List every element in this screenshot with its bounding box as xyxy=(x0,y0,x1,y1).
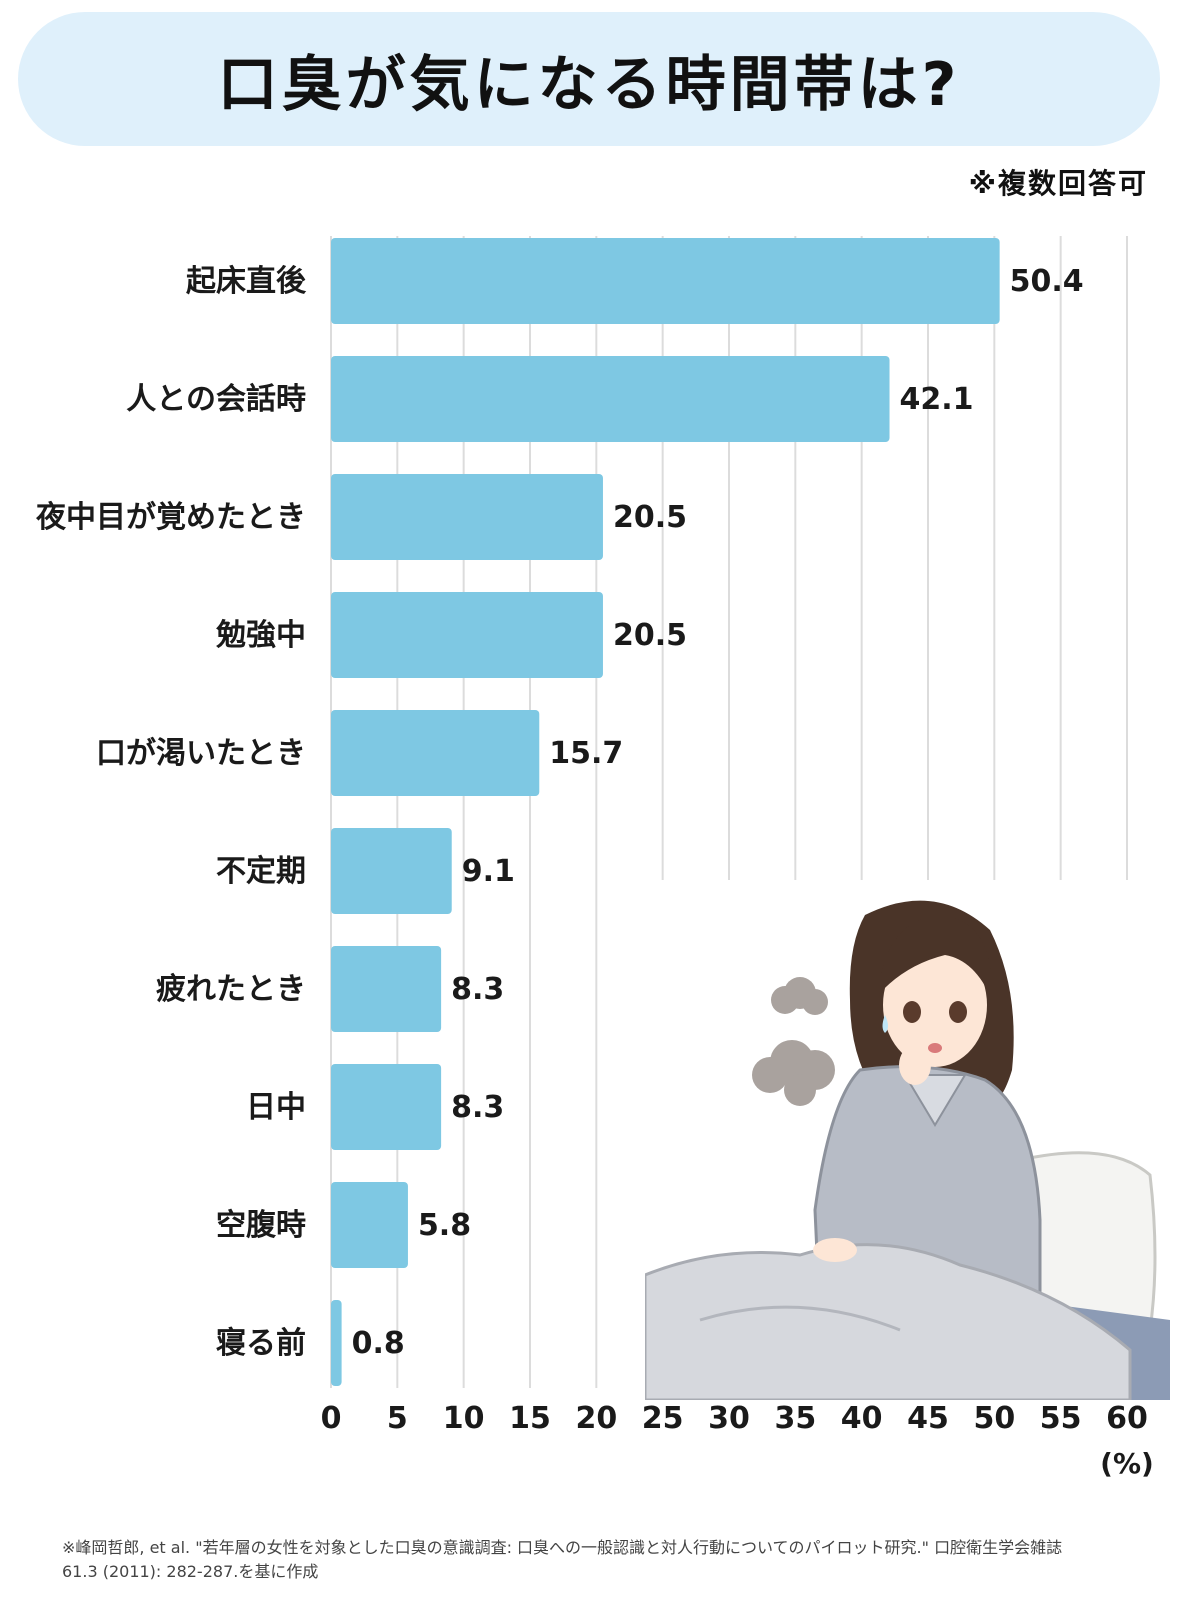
x-axis-unit-label: (%) xyxy=(1100,1447,1154,1480)
x-axis: 0 5 10 15 20 25 30 35 40 45 50 55 60 (%) xyxy=(321,1401,1154,1480)
category-label: 疲れたとき xyxy=(156,972,306,1007)
x-tick-label: 40 xyxy=(841,1401,883,1436)
value-label: 15.7 xyxy=(549,736,623,771)
value-label: 8.3 xyxy=(451,972,504,1007)
value-label: 20.5 xyxy=(613,500,687,535)
x-tick-label: 10 xyxy=(443,1401,485,1436)
x-tick-label: 0 xyxy=(321,1401,342,1436)
multiple-answers-note: ※複数回答可 xyxy=(968,167,1148,200)
x-tick-label: 55 xyxy=(1040,1401,1082,1436)
value-label: 9.1 xyxy=(462,854,515,889)
value-label: 5.8 xyxy=(418,1208,471,1243)
bar xyxy=(331,356,890,442)
bars: 起床直後 50.4 人との会話時 42.1 夜中目が覚めたとき 20.5 勉強中 20.5 口が… xyxy=(35,238,1084,1386)
woman-in-bed-illustration xyxy=(645,880,1170,1400)
x-tick-label: 60 xyxy=(1106,1401,1148,1436)
x-tick-label: 5 xyxy=(387,1401,408,1436)
source-line-2: 61.3 (2011): 282-287.を基に作成 xyxy=(62,1562,319,1581)
category-label: 空腹時 xyxy=(216,1208,306,1243)
x-tick-label: 20 xyxy=(575,1401,617,1436)
value-label: 0.8 xyxy=(352,1326,405,1361)
category-label: 起床直後 xyxy=(186,264,307,299)
category-label: 勉強中 xyxy=(215,618,306,653)
value-label: 20.5 xyxy=(613,618,687,653)
value-label: 50.4 xyxy=(1010,264,1084,299)
x-tick-label: 50 xyxy=(973,1401,1015,1436)
value-label: 8.3 xyxy=(451,1090,504,1125)
source-citation: ※峰岡哲郎, et al. "若年層の女性を対象とした口臭の意識調査: 口臭への… xyxy=(62,1536,1162,1584)
category-label: 口が渇いたとき xyxy=(96,736,306,771)
category-label: 寝る前 xyxy=(216,1326,306,1361)
page-title: 口臭が気になる時間帯は? xyxy=(217,49,961,120)
x-tick-label: 45 xyxy=(907,1401,949,1436)
category-label: 夜中目が覚めたとき xyxy=(35,500,306,535)
bar xyxy=(331,828,452,914)
bar xyxy=(331,1300,342,1386)
x-tick-label: 15 xyxy=(509,1401,551,1436)
x-tick-label: 35 xyxy=(774,1401,816,1436)
category-label: 不定期 xyxy=(216,854,306,889)
x-tick-label: 30 xyxy=(708,1401,750,1436)
bar xyxy=(331,710,540,796)
x-tick-label: 25 xyxy=(642,1401,684,1436)
bar xyxy=(331,1182,408,1268)
category-label: 日中 xyxy=(246,1090,306,1125)
bar xyxy=(331,592,603,678)
bar xyxy=(331,474,603,560)
source-line-1: ※峰岡哲郎, et al. "若年層の女性を対象とした口臭の意識調査: 口臭への… xyxy=(62,1538,1063,1557)
bar xyxy=(331,1064,442,1150)
bar xyxy=(331,238,1000,324)
category-label: 人との会話時 xyxy=(126,382,306,417)
value-label: 42.1 xyxy=(900,382,974,417)
title-banner: 口臭が気になる時間帯は? xyxy=(18,12,1160,146)
bar-chart: 起床直後 50.4 人との会話時 42.1 夜中目が覚めたとき 20.5 勉強中 20.5 口が… xyxy=(35,236,1170,1480)
bar xyxy=(331,946,442,1032)
